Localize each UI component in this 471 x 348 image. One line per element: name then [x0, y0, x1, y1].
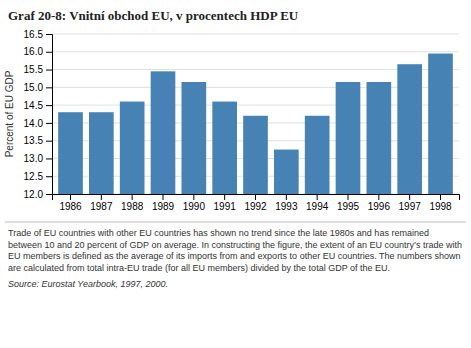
x-tick-mark — [286, 194, 287, 200]
y-tick: 16.5 — [24, 29, 52, 40]
y-tick-label: 16.0 — [24, 46, 44, 57]
x-tick-mark — [70, 194, 71, 200]
y-axis-title: Percent of EU GDP — [4, 70, 15, 157]
grid — [52, 34, 459, 194]
y-tick: 14.5 — [24, 100, 52, 111]
x-tick: 1996 — [368, 194, 391, 212]
caption: Trade of EU countries with other EU coun… — [8, 228, 462, 273]
x-tick-label: 1995 — [337, 201, 360, 212]
y-tick-label: 15.5 — [24, 64, 44, 75]
bar — [367, 82, 392, 194]
y-tick: 14.0 — [24, 118, 52, 129]
x-tick: 1988 — [121, 194, 144, 212]
x-tick-label: 1991 — [214, 201, 237, 212]
x-tick: 1993 — [275, 194, 298, 212]
y-tick-mark — [46, 70, 52, 71]
y-tick-mark — [46, 123, 52, 124]
x-tick: 1991 — [214, 194, 237, 212]
chart: Graf 20-8: Vnitní obchod EU, v procentec… — [0, 0, 471, 348]
bar — [212, 102, 237, 194]
bars — [58, 54, 453, 194]
x-tick-mark — [378, 194, 379, 200]
x-tick-mark — [255, 194, 256, 200]
y-tick-mark — [46, 158, 52, 159]
x-tick-mark — [348, 194, 349, 200]
y-tick-label: 15.0 — [24, 82, 44, 93]
bar — [89, 112, 114, 194]
plot: 12.0 12.5 13.0 13.5 14.0 14.5 15.0 15.5 16.0 16.5… — [24, 29, 460, 212]
y-tick-mark — [46, 34, 52, 35]
x-tick-mark — [193, 194, 194, 200]
x-tick-mark — [132, 194, 133, 200]
title: Graf 20-8: Vnitní obchod EU, v procentec… — [8, 8, 299, 23]
bar — [182, 82, 207, 194]
bar — [397, 64, 422, 194]
bar — [274, 150, 299, 194]
bar — [58, 112, 83, 194]
x-tick-mark — [101, 194, 102, 200]
grid-line — [52, 34, 459, 35]
y-tick-label: 14.5 — [24, 100, 44, 111]
x-tick-label: 1989 — [152, 201, 175, 212]
y-tick-label: 12.5 — [24, 171, 44, 182]
x-tick: 1987 — [90, 194, 113, 212]
y-tick-mark — [46, 105, 52, 106]
x-tick-label: 1996 — [368, 201, 391, 212]
y-tick-label: 16.5 — [24, 29, 44, 40]
x-tick: 1997 — [399, 194, 422, 212]
x-tick-label: 1994 — [306, 201, 329, 212]
y-tick-label: 13.0 — [24, 153, 44, 164]
x-axis: 1986 1987 1988 1989 1990 1991 1992 1993 1994 1995… — [53, 194, 460, 212]
bar — [336, 82, 361, 194]
y-tick-label: 13.5 — [24, 135, 44, 146]
y-tick-label: 12.0 — [24, 189, 44, 200]
y-tick-mark — [46, 176, 52, 177]
y-tick: 12.5 — [24, 171, 52, 182]
y-tick: 13.0 — [24, 153, 52, 164]
y-tick: 15.5 — [24, 64, 52, 75]
source: Source: Eurostat Yearbook, 1997, 2000. — [8, 279, 168, 289]
x-tick-label: 1993 — [275, 201, 298, 212]
x-tick: 1986 — [59, 194, 82, 212]
y-tick-mark — [46, 52, 52, 53]
grid-line — [52, 51, 459, 52]
y-tick: 13.5 — [24, 135, 52, 146]
x-tick-mark — [317, 194, 318, 200]
x-tick-mark — [163, 194, 164, 200]
separator — [5, 222, 466, 223]
y-tick-mark — [46, 141, 52, 142]
y-axis-line — [46, 35, 53, 195]
x-tick: 1989 — [152, 194, 175, 212]
bar — [120, 102, 145, 194]
x-tick-label: 1998 — [429, 201, 452, 212]
x-tick-mark — [440, 194, 441, 200]
x-tick-mark — [409, 194, 410, 200]
y-tick: 16.0 — [24, 46, 52, 57]
bar — [428, 54, 453, 194]
x-tick: 1995 — [337, 194, 360, 212]
y-tick: 12.0 — [24, 189, 52, 200]
y-tick-mark — [46, 87, 52, 88]
y-tick: 15.0 — [24, 82, 52, 93]
x-tick: 1990 — [183, 194, 206, 212]
x-tick-label: 1986 — [59, 201, 82, 212]
x-tick-label: 1988 — [121, 201, 144, 212]
x-tick-label: 1990 — [183, 201, 206, 212]
x-tick-label: 1997 — [399, 201, 422, 212]
y-tick-label: 14.0 — [24, 118, 44, 129]
x-tick-mark — [224, 194, 225, 200]
y-axis: 12.0 12.5 13.0 13.5 14.0 14.5 15.0 15.5 16.0 16.5 — [24, 29, 53, 200]
y-tick-mark — [46, 194, 52, 195]
x-tick: 1998 — [429, 194, 452, 212]
x-axis-line — [53, 195, 460, 201]
x-tick: 1994 — [306, 194, 329, 212]
bar — [243, 116, 268, 194]
x-tick-label: 1992 — [244, 201, 267, 212]
x-tick: 1992 — [244, 194, 267, 212]
x-tick-label: 1987 — [90, 201, 113, 212]
bar — [305, 116, 330, 194]
bar — [151, 71, 176, 194]
